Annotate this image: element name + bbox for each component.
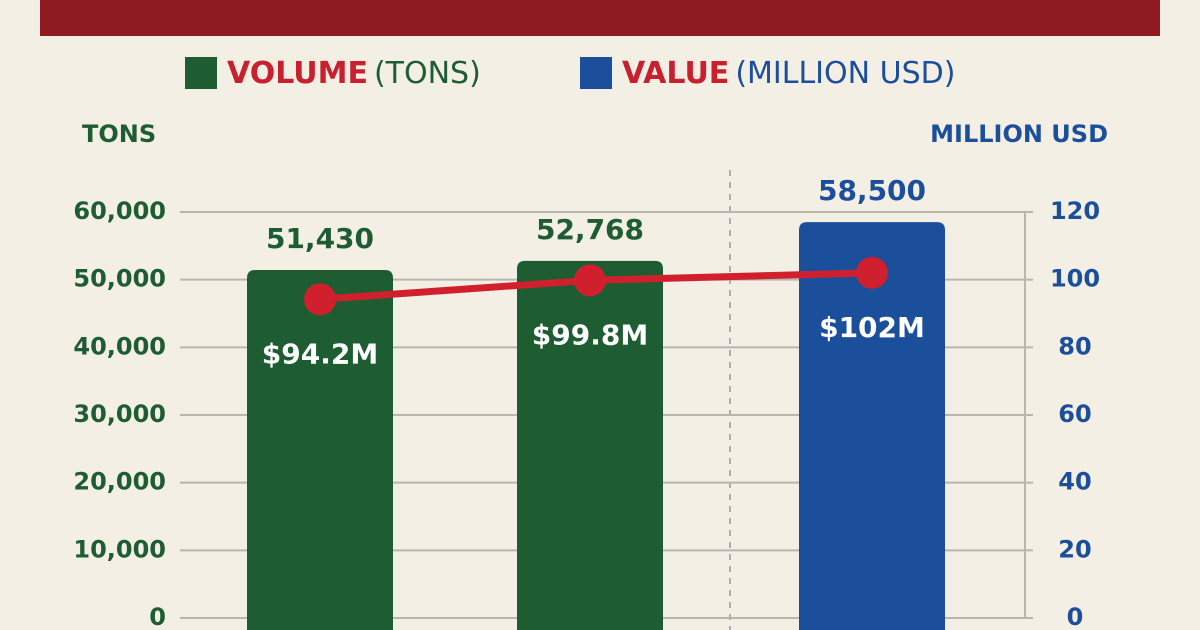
y-tick-label: 10,000 — [73, 535, 166, 563]
legend-label: VALUE (MILLION USD) — [622, 56, 955, 91]
bar-value-label: 52,768 — [536, 213, 644, 246]
bar-value-label: 51,430 — [266, 222, 374, 255]
value-label: $94.2M — [262, 337, 378, 370]
y-tick-label: 50,000 — [73, 265, 166, 293]
value-point — [856, 256, 888, 289]
y2-axis-label: MILLION USD — [930, 120, 1108, 148]
y2-tick-label: 40 — [1058, 468, 1091, 496]
y-tick-label: 40,000 — [73, 332, 166, 360]
value-label: $102M — [819, 311, 925, 344]
legend-swatch — [580, 57, 612, 89]
y-tick-label: 30,000 — [73, 400, 166, 428]
y-tick-label: 0 — [149, 603, 166, 630]
y-axis-label: TONS — [82, 120, 156, 148]
y2-tick-label: 0 — [1067, 603, 1084, 630]
y-tick-label: 60,000 — [73, 197, 166, 225]
bar-value-label: 58,500 — [818, 174, 926, 207]
y2-tick-label: 20 — [1058, 535, 1091, 563]
y-tick-label: 20,000 — [73, 468, 166, 496]
value-point — [304, 283, 336, 316]
y2-tick-label: 80 — [1058, 332, 1091, 360]
value-label: $99.8M — [532, 318, 648, 351]
y2-tick-label: 60 — [1058, 400, 1091, 428]
legend-unit: (MILLION USD) — [735, 56, 955, 91]
legend-name: VOLUME — [227, 56, 368, 91]
y2-tick-label: 100 — [1050, 265, 1100, 293]
y2-tick-label: 120 — [1050, 197, 1100, 225]
value-point — [574, 264, 606, 297]
legend-swatch — [185, 57, 217, 89]
title-banner — [40, 0, 1160, 36]
bar — [517, 260, 663, 630]
bar — [799, 222, 945, 630]
legend-label: VOLUME (TONS) — [227, 56, 481, 91]
legend-name: VALUE — [622, 56, 729, 91]
legend-unit: (TONS) — [374, 56, 481, 91]
bar — [247, 269, 393, 630]
